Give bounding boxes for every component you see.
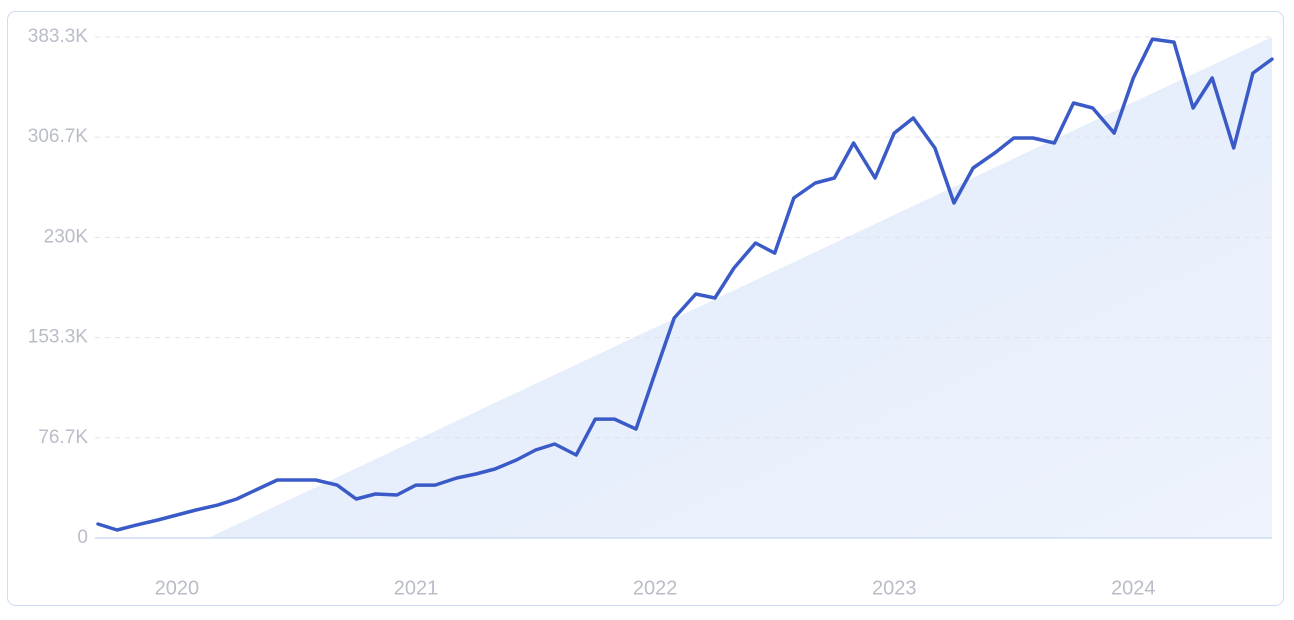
x-tick-label: 2024	[1111, 577, 1156, 599]
y-tick-label: 0	[77, 527, 88, 548]
x-tick-label: 2021	[394, 577, 439, 599]
y-tick-label: 76.7K	[38, 427, 88, 448]
grid: 0 76.7K 153.3K 230K 306.7K 383.3K 2020 2021 2022…	[28, 26, 1272, 599]
y-tick-label: 306.7K	[28, 126, 89, 147]
x-tick-label: 2022	[633, 577, 678, 599]
trend-area	[208, 37, 1272, 538]
y-tick-label: 153.3K	[28, 327, 89, 348]
line	[96, 37, 1274, 532]
x-tick-label: 2023	[872, 577, 917, 599]
marks	[96, 37, 1274, 532]
y-tick-label: 383.3K	[28, 26, 89, 47]
x-tick-label: 2020	[155, 577, 200, 599]
y-tick-label: 230K	[44, 226, 89, 247]
